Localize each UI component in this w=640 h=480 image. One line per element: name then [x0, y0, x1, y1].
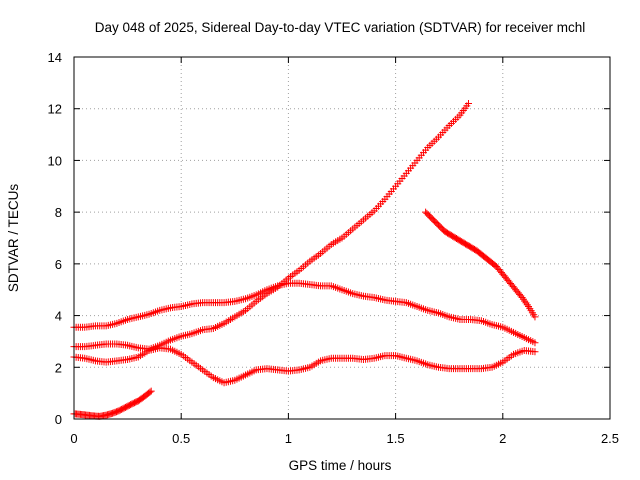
x-tick-label: 1 — [285, 431, 292, 446]
data-series — [70, 100, 539, 420]
y-tick-label: 6 — [55, 257, 62, 272]
plot-frame — [73, 56, 611, 420]
data-point — [531, 348, 539, 356]
series-trace-c — [70, 344, 539, 387]
data-point — [531, 339, 539, 347]
chart-title: Day 048 of 2025, Sidereal Day-to-day VTE… — [95, 20, 585, 35]
y-tick-label: 12 — [48, 102, 62, 117]
y-tick-label: 2 — [55, 360, 62, 375]
data-point — [518, 293, 526, 301]
x-tick-label: 2.5 — [601, 431, 619, 446]
data-point — [523, 301, 531, 309]
data-point — [147, 387, 155, 395]
x-tick-labels: 0 0.5 1 1.5 2 2.5 — [70, 431, 619, 446]
y-axis-label: SDTVAR / TECUs — [6, 184, 21, 293]
data-point — [519, 295, 527, 303]
grid-lines — [74, 57, 610, 419]
series-trace-b — [70, 100, 472, 353]
series-trace-e — [70, 387, 155, 420]
y-tick-label: 8 — [55, 205, 62, 220]
data-point — [146, 388, 154, 396]
data-point — [464, 100, 472, 108]
data-point — [521, 297, 529, 305]
y-tick-labels: 0 2 4 6 8 10 12 14 — [48, 50, 62, 427]
x-axis-label: GPS time / hours — [289, 458, 392, 473]
y-tick-label: 14 — [48, 50, 62, 65]
y-tick-label: 0 — [55, 412, 62, 427]
x-tick-label: 2 — [499, 431, 506, 446]
x-tick-label: 0.5 — [172, 431, 190, 446]
series-trace-d — [422, 208, 539, 321]
data-point — [522, 299, 530, 307]
y-tick-label: 10 — [48, 153, 62, 168]
y-tick-label: 4 — [55, 309, 62, 324]
series-trace-a — [70, 279, 539, 347]
x-tick-label: 0 — [70, 431, 77, 446]
tick-marks — [73, 56, 611, 420]
x-tick-label: 1.5 — [387, 431, 405, 446]
data-point — [531, 313, 539, 321]
